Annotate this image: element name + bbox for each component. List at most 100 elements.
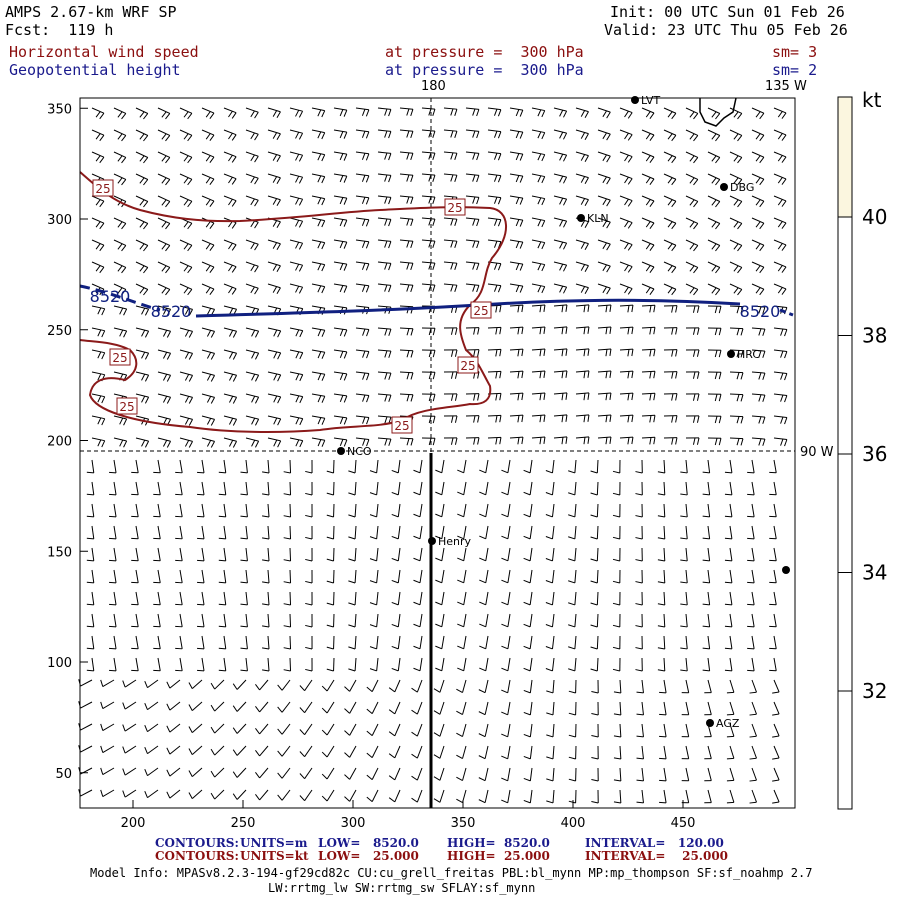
wind-barb <box>612 591 621 606</box>
wind-barb <box>457 459 467 474</box>
height-contour-dash-right <box>779 308 794 317</box>
wind-barb <box>575 370 590 379</box>
wind-barb <box>479 569 489 584</box>
wind-barb <box>641 173 655 185</box>
wind-barb <box>663 261 677 274</box>
wind-barb <box>663 239 677 252</box>
wind-barb <box>223 173 237 185</box>
wind-barb <box>355 261 370 271</box>
wind-barb <box>210 701 225 712</box>
wind-barb <box>355 327 370 337</box>
svg-text:25: 25 <box>460 359 475 373</box>
wind-barb <box>597 129 611 141</box>
wind-barb <box>131 481 139 496</box>
wind-barb <box>131 569 139 584</box>
wind-barb <box>553 348 568 357</box>
wind-barb <box>311 217 326 228</box>
wind-barb <box>223 437 238 448</box>
wind-barb <box>333 195 348 205</box>
wind-barb <box>267 195 281 207</box>
wind-barb <box>223 415 238 426</box>
field2-name: Geopotential height <box>9 61 181 79</box>
wind-barb <box>553 151 568 162</box>
wind-barb <box>501 525 511 540</box>
wind-barb <box>135 283 149 296</box>
wind-barb <box>612 525 621 540</box>
wind-barb <box>326 635 335 650</box>
wind-barb <box>369 613 379 628</box>
wind-barb <box>724 635 733 650</box>
wind-barb <box>612 635 621 650</box>
wind-barb <box>724 503 733 518</box>
wind-barb <box>267 283 281 295</box>
wind-barb <box>680 569 688 584</box>
wind-barb <box>113 327 128 338</box>
wind-barb <box>487 283 502 293</box>
wind-barb <box>568 635 577 650</box>
wind-barb <box>457 503 467 518</box>
wind-barb <box>773 151 787 163</box>
wind-barb <box>457 481 467 496</box>
wind-barb <box>685 349 700 357</box>
wind-barb <box>591 679 599 694</box>
wind-barb <box>144 679 159 689</box>
wind-barb <box>413 547 423 562</box>
wind-barb <box>421 239 436 248</box>
wind-barb <box>377 217 392 227</box>
wind-barb <box>681 701 690 716</box>
wind-barb <box>707 151 721 164</box>
wind-barb <box>131 459 139 474</box>
wind-barb <box>399 173 414 183</box>
wind-barb <box>326 569 335 584</box>
wind-barb <box>707 239 721 252</box>
wind-barb <box>369 569 379 584</box>
wind-barb <box>135 129 149 142</box>
wind-barb <box>223 393 238 404</box>
height-contour-dash-left <box>79 284 161 312</box>
y-tick-label: 250 <box>47 324 72 339</box>
wind-barb <box>769 547 777 562</box>
wind-barb <box>456 789 467 803</box>
wind-barb <box>612 503 621 518</box>
wind-barb <box>433 701 445 715</box>
wind-barb <box>729 415 744 424</box>
wind-barb <box>747 503 755 518</box>
wind-barb <box>501 701 511 716</box>
wind-barb <box>399 151 414 161</box>
wind-barb <box>501 723 511 738</box>
wind-barb <box>636 701 644 716</box>
wind-barb <box>377 129 392 139</box>
wind-barb <box>685 129 699 142</box>
wind-barb <box>175 481 183 496</box>
wind-barb <box>188 789 203 799</box>
wind-barb <box>86 547 95 562</box>
wind-barb <box>399 107 414 117</box>
wind-barb <box>311 283 326 294</box>
wind-barb <box>100 767 115 776</box>
wind-barb <box>685 305 700 313</box>
field1-level: at pressure = 300 hPa <box>385 43 584 61</box>
y-tick-label: 100 <box>47 656 72 671</box>
wind-barb <box>435 481 445 496</box>
wind-barb <box>546 723 555 738</box>
wind-barb <box>245 261 259 273</box>
wind-barb <box>245 415 260 426</box>
wind-barb <box>636 679 644 694</box>
wind-barb <box>657 503 666 518</box>
wind-barb <box>465 195 480 205</box>
wind-barb <box>680 547 688 562</box>
wind-barb <box>113 129 127 142</box>
wind-barb <box>657 591 666 606</box>
wind-barb <box>641 348 656 357</box>
speed-contour-label: 25 <box>109 348 131 366</box>
wind-barb <box>289 437 304 448</box>
wind-barb <box>619 107 633 119</box>
wind-barb <box>456 679 467 693</box>
wind-barb <box>179 283 193 296</box>
wind-barb <box>509 392 524 401</box>
wind-barb <box>421 371 436 380</box>
wind-barb <box>421 327 436 336</box>
y-tick-label: 350 <box>47 102 72 117</box>
wind-barb <box>435 635 445 650</box>
wind-barb <box>369 591 379 606</box>
